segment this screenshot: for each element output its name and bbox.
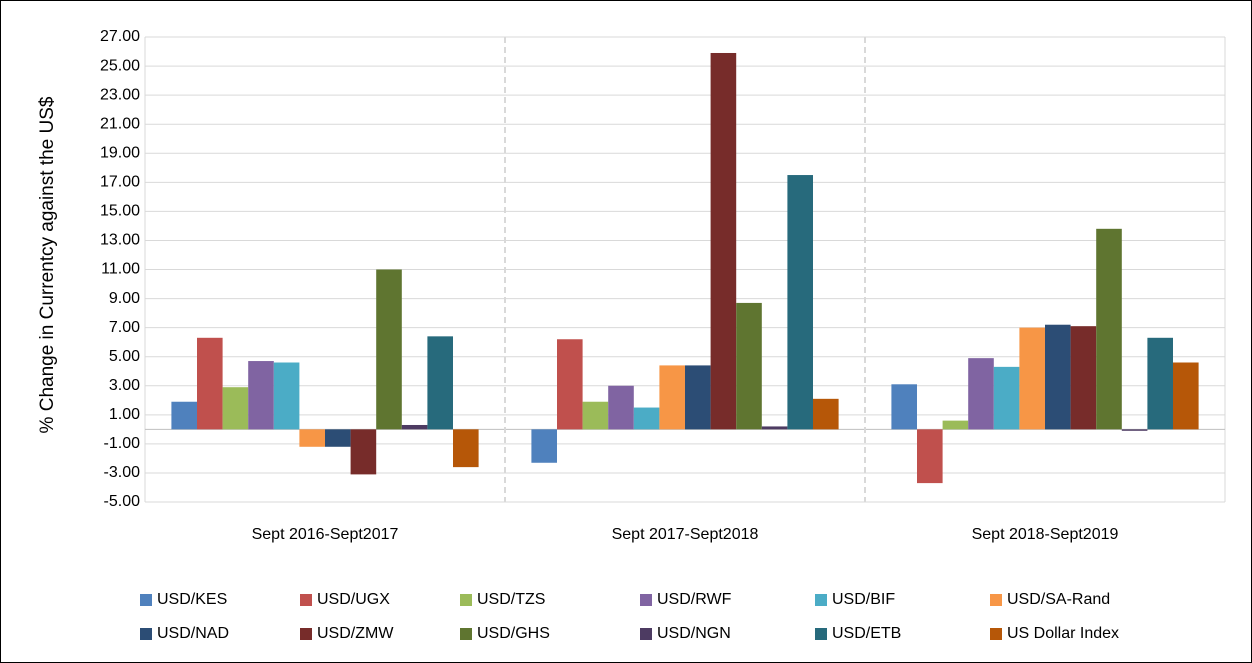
- legend-swatch: [300, 594, 312, 606]
- y-tick-label: -1.00: [104, 435, 141, 452]
- y-tick-label: -5.00: [104, 493, 141, 510]
- y-tick-label: 11.00: [101, 261, 140, 278]
- legend-swatch: [640, 628, 652, 640]
- legend-swatch: [815, 628, 827, 640]
- legend-label: USD/RWF: [657, 591, 732, 608]
- bar: [299, 429, 325, 447]
- legend-swatch: [640, 594, 652, 606]
- y-tick-label: 9.00: [109, 290, 140, 307]
- bar: [968, 358, 994, 430]
- y-tick-label: 23.00: [100, 86, 140, 103]
- bar: [197, 337, 223, 430]
- legend-label: USD/UGX: [317, 591, 390, 608]
- y-tick-label: 5.00: [109, 348, 140, 365]
- bar: [427, 336, 453, 430]
- y-tick-label: 13.00: [100, 232, 140, 249]
- y-tick-label: 3.00: [109, 377, 140, 394]
- bar: [633, 407, 660, 430]
- legend-label: USD/KES: [157, 591, 227, 608]
- y-tick-label: 19.00: [100, 144, 140, 161]
- legend-swatch: [460, 628, 472, 640]
- bar: [1121, 429, 1148, 431]
- bar: [1173, 362, 1199, 430]
- legend-swatch: [990, 628, 1002, 640]
- bar: [736, 302, 762, 430]
- bar: [993, 366, 1020, 430]
- legend-swatch: [815, 594, 827, 606]
- bar: [787, 175, 813, 430]
- y-tick-label: 25.00: [100, 57, 140, 74]
- bar: [557, 339, 583, 430]
- bar: [531, 429, 557, 463]
- legend-label: US Dollar Index: [1007, 625, 1119, 642]
- legend-swatch: [140, 594, 152, 606]
- bar: [659, 365, 685, 430]
- legend-swatch: [990, 594, 1002, 606]
- bar: [1019, 327, 1045, 430]
- bar: [401, 424, 428, 430]
- y-tick-label: 7.00: [109, 319, 140, 336]
- x-tick-label: Sept 2017-Sept2018: [612, 526, 759, 543]
- bar: [1070, 326, 1097, 430]
- x-tick-label: Sept 2018-Sept2019: [972, 526, 1119, 543]
- y-tick-label: 27.00: [100, 28, 140, 45]
- bar: [1045, 324, 1071, 430]
- legend-label: USD/TZS: [477, 591, 545, 608]
- bar: [222, 387, 249, 430]
- legend-label: USD/NGN: [657, 625, 731, 642]
- legend-swatch: [300, 628, 312, 640]
- bar: [350, 429, 377, 475]
- bar: [248, 361, 274, 430]
- legend-label: USD/NAD: [157, 625, 229, 642]
- bar: [171, 401, 197, 430]
- legend-swatch: [460, 594, 472, 606]
- legend-label: USD/BIF: [832, 591, 895, 608]
- bar: [813, 398, 839, 430]
- legend-label: USD/ETB: [832, 625, 901, 642]
- bar: [891, 384, 917, 430]
- y-axis-title: % Change in Currentcy against the US$: [37, 96, 58, 433]
- x-tick-label: Sept 2016-Sept2017: [252, 526, 399, 543]
- y-tick-label: 1.00: [109, 406, 140, 423]
- bar: [376, 269, 402, 430]
- legend-swatch: [140, 628, 152, 640]
- bar: [325, 429, 351, 447]
- bar: [273, 362, 300, 430]
- y-tick-label: 21.00: [100, 115, 140, 132]
- y-tick-label: 17.00: [100, 174, 140, 191]
- bar: [917, 429, 943, 484]
- bar: [453, 429, 479, 468]
- bar: [1096, 228, 1122, 430]
- bar: [942, 420, 969, 430]
- legend-label: USD/SA-Rand: [1007, 591, 1110, 608]
- bar: [1147, 337, 1173, 430]
- bar: [608, 385, 634, 430]
- y-tick-label: -3.00: [104, 464, 141, 481]
- legend-label: USD/ZMW: [317, 625, 394, 642]
- y-tick-label: 15.00: [100, 203, 140, 220]
- bar: [710, 52, 737, 430]
- bar: [761, 426, 788, 430]
- bar: [582, 401, 609, 430]
- legend-label: USD/GHS: [477, 625, 550, 642]
- bar: [685, 365, 711, 430]
